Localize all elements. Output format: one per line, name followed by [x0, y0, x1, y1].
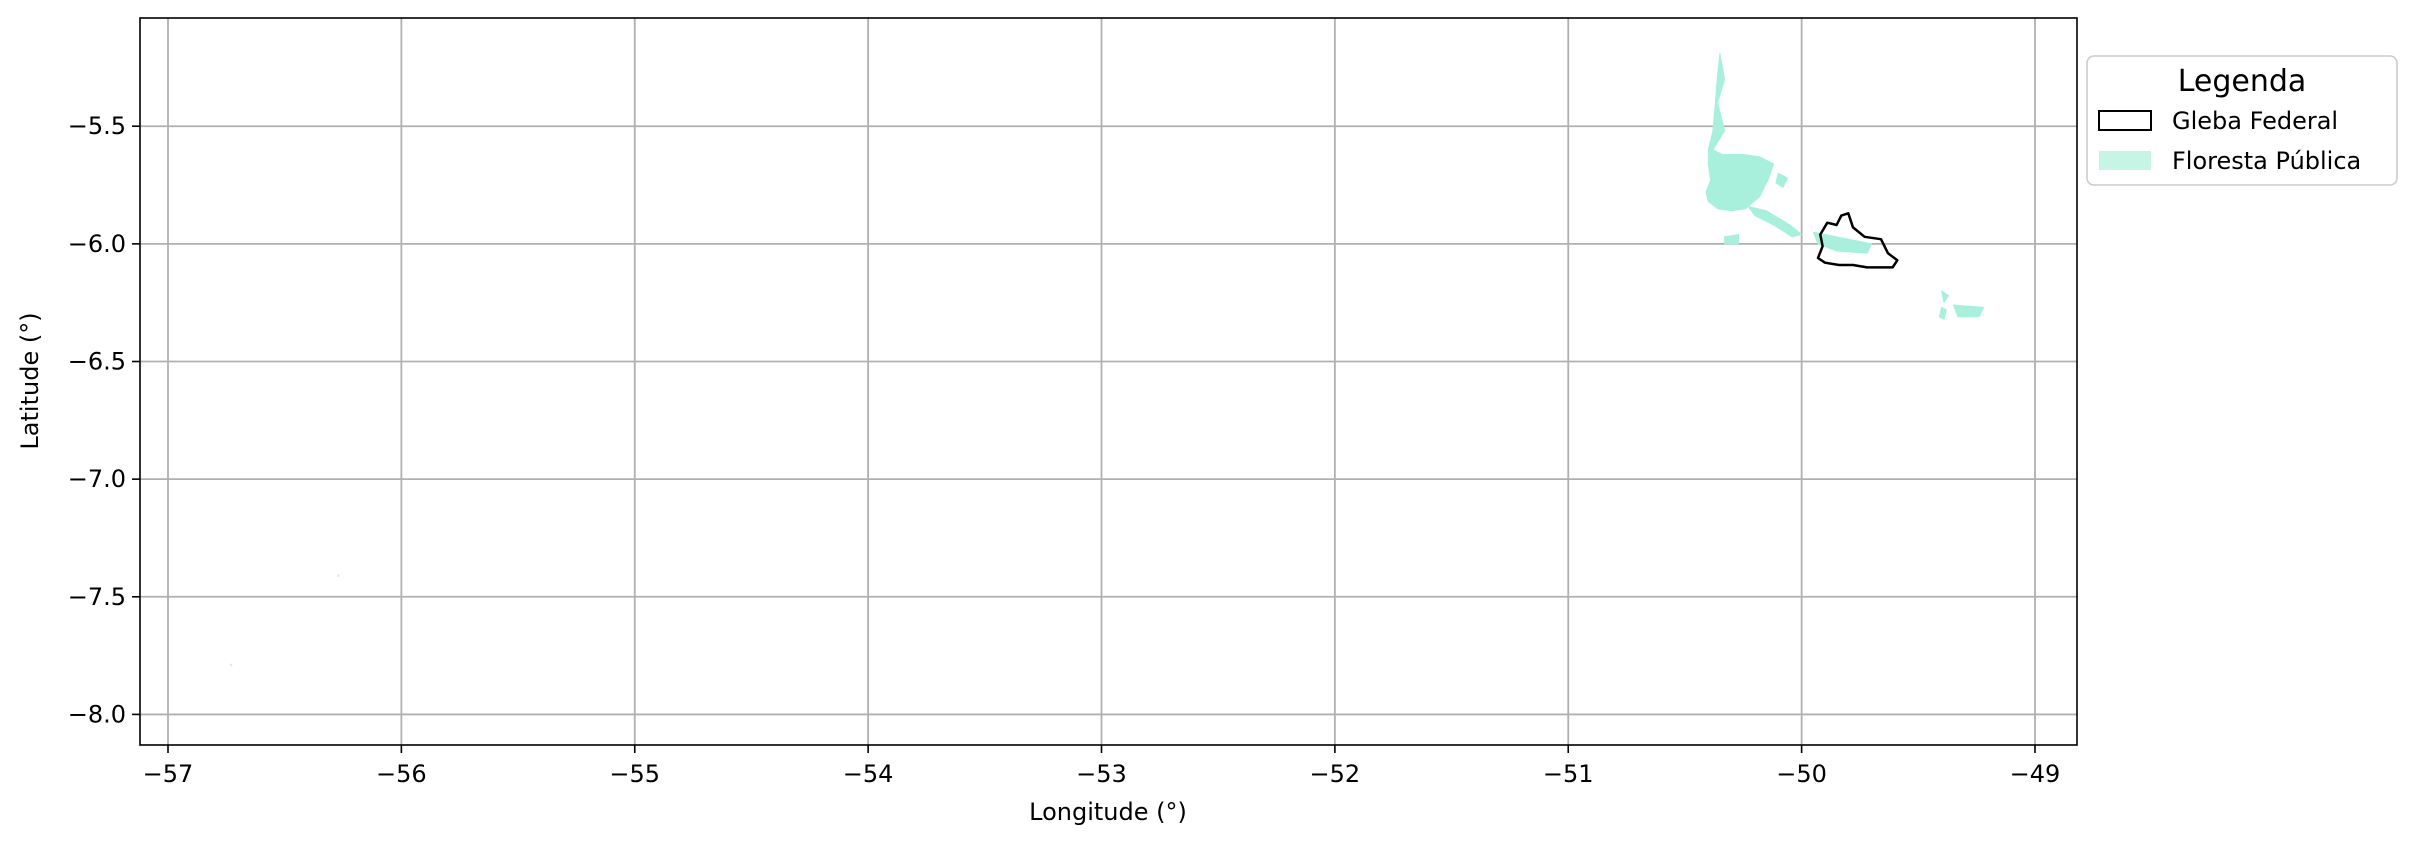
y-tick-label: −6.0	[68, 230, 126, 258]
y-tick-label: −7.0	[68, 465, 126, 493]
plot-frame	[139, 17, 2078, 746]
legend-swatch-floresta-publica	[2099, 151, 2151, 170]
floresta-publica-polygon	[1941, 290, 1950, 304]
floresta-publica-polygon	[1705, 52, 1775, 212]
gleba-federal-layer	[1816, 212, 1899, 269]
y-axis-label: Latitude (°)	[16, 312, 44, 449]
floresta-publica-layer	[229, 52, 1985, 667]
floresta-publica-polygon	[1812, 231, 1873, 254]
legend: Legenda Gleba Federal Floresta Pública	[2086, 55, 2398, 186]
x-tick-label: −56	[376, 760, 427, 788]
x-tick-label: −55	[609, 760, 660, 788]
floresta-publica-polygon	[1938, 306, 1947, 320]
legend-box	[2086, 55, 2398, 186]
legend-swatch-gleba-federal	[2098, 110, 2152, 131]
floresta-publica-polygon	[1952, 304, 1985, 318]
y-axis-ticks: −5.5 −6.0 −6.5 −7.0 −7.5 −8.0	[68, 112, 140, 728]
x-tick-label: −49	[2010, 760, 2061, 788]
legend-label-gleba-federal: Gleba Federal	[2172, 107, 2338, 135]
y-tick-label: −6.5	[68, 348, 126, 376]
y-tick-label: −8.0	[68, 700, 126, 728]
floresta-publica-polygon	[1747, 205, 1803, 238]
x-tick-label: −57	[143, 760, 194, 788]
floresta-publica-polygon	[1724, 234, 1740, 245]
x-tick-label: −51	[1543, 760, 1594, 788]
x-axis-label: Longitude (°)	[1029, 798, 1187, 826]
grid-lines	[140, 18, 2077, 745]
y-tick-label: −5.5	[68, 112, 126, 140]
floresta-publica-polygon	[1775, 172, 1789, 188]
legend-label-floresta-publica: Floresta Pública	[2172, 147, 2361, 175]
x-tick-label: −53	[1076, 760, 1127, 788]
gleba-federal-polygon	[1816, 212, 1899, 269]
x-tick-label: −52	[1310, 760, 1361, 788]
x-axis-ticks: −57 −56 −55 −54 −53 −52 −51 −50 −49	[143, 745, 2061, 788]
legend-title: Legenda	[2178, 64, 2307, 99]
y-tick-label: −7.5	[68, 583, 126, 611]
floresta-publica-speck	[229, 663, 233, 667]
x-tick-label: −54	[843, 760, 894, 788]
x-tick-label: −50	[1776, 760, 1827, 788]
floresta-publica-speck	[336, 574, 340, 578]
